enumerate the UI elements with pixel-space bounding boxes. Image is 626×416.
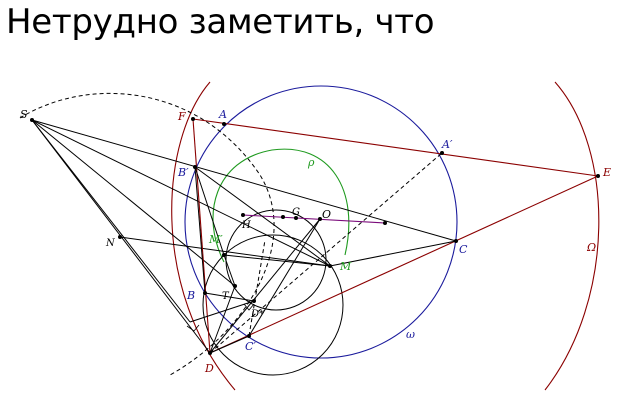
line-T-Mprime: [223, 254, 236, 287]
label-D-star: D*: [250, 309, 264, 320]
page-title: Нетрудно заметить, что: [6, 2, 435, 42]
label-E: E: [602, 166, 611, 179]
circle-small-2: [202, 234, 344, 376]
label-C: C: [459, 243, 468, 256]
line-O-D: [209, 218, 321, 354]
line-O-Cprime: [248, 218, 321, 337]
point-E: [596, 174, 600, 178]
label-S: S: [20, 108, 28, 121]
line-D-E: [209, 175, 599, 354]
point-M-prime: [222, 253, 226, 257]
point-A-prime: [440, 151, 444, 155]
line-S-C: [31, 119, 457, 242]
line-F-D: [192, 118, 211, 354]
point-C: [454, 239, 458, 243]
line-S-M: [31, 119, 331, 267]
line-S-D2: [31, 119, 191, 323]
label-F: F: [177, 110, 186, 123]
line-B-D: [189, 300, 255, 323]
line-Bprime-M: [194, 166, 331, 267]
dashed-arc: [19, 92, 275, 376]
label-T: T: [222, 291, 230, 302]
dashed-line-D-Aprime: [209, 152, 443, 354]
right-angle-mark-2: [243, 303, 255, 311]
line-Bprime-Mprime: [194, 166, 225, 256]
line-F-E: [192, 118, 599, 177]
line-H-G-O: [242, 214, 386, 224]
line-N-M: [119, 236, 331, 267]
point-N: [118, 235, 122, 239]
line-T-D: [209, 285, 236, 354]
dashed-line-Cprime-Dstar: [248, 239, 266, 337]
label-B: B: [186, 289, 195, 302]
point-D: [208, 351, 212, 355]
point-D-star: [252, 299, 256, 303]
line-B-T: [204, 292, 255, 302]
circle-Omega-right-arc: [544, 81, 600, 391]
label-rho: ρ: [307, 156, 315, 169]
points: [30, 117, 600, 355]
point-G: [281, 215, 285, 219]
line-Mprime-M: [223, 254, 331, 267]
point-G2: [294, 216, 298, 220]
label-H: H: [241, 220, 251, 231]
point-F: [191, 117, 195, 121]
point-purple-end: [383, 221, 387, 225]
line-S-T: [31, 119, 236, 287]
label-N: N: [105, 238, 116, 249]
point-M: [328, 264, 332, 268]
label-G: G: [292, 207, 300, 218]
line-M-C: [329, 240, 457, 267]
circle-omega: [184, 85, 458, 359]
point-T: [233, 284, 237, 288]
label-Omega: Ω: [586, 241, 596, 254]
label-O: O: [322, 208, 331, 221]
point-H: [241, 213, 245, 217]
point-S: [30, 118, 34, 122]
point-C-prime: [247, 334, 251, 338]
label-A-prime: A′: [441, 138, 453, 151]
label-C-prime: C′: [245, 340, 256, 353]
right-angle-mark-1: [186, 324, 200, 332]
circle-rho: [212, 148, 350, 263]
label-A: A: [218, 108, 227, 121]
label-omega: ω: [406, 328, 415, 341]
point-A: [222, 122, 226, 126]
point-O: [318, 217, 322, 221]
label-M: M: [339, 260, 352, 273]
point-B-prime: [193, 165, 197, 169]
line-Bprime-B: [194, 166, 206, 294]
point-B: [203, 291, 207, 295]
line-D-Cprime: [209, 335, 250, 354]
label-B-prime: B′: [177, 166, 189, 179]
label-M-prime: M′: [208, 233, 223, 246]
label-D: D: [204, 362, 214, 375]
